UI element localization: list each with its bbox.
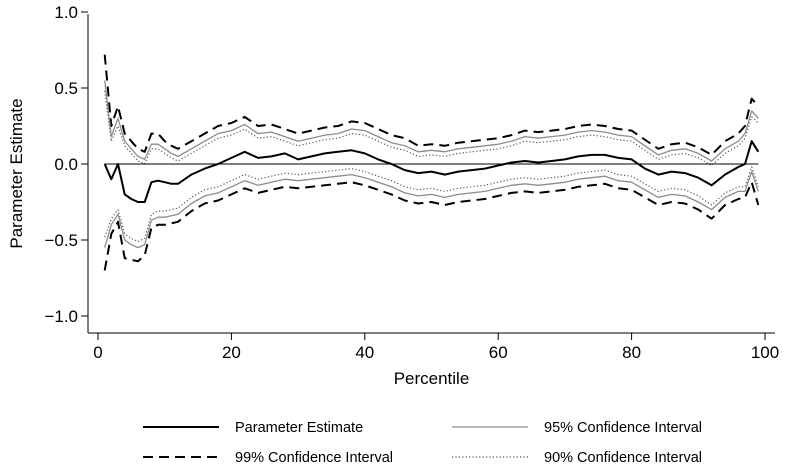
legend-item: 90% Confidence Interval (452, 450, 702, 466)
legend-label: Parameter Estimate (235, 420, 363, 436)
x-ticks: 0 20 40 60 80 100 (93, 333, 779, 362)
legend-item: 95% Confidence Interval (452, 420, 702, 436)
x-tick-label: 40 (355, 343, 374, 362)
legend-item: 99% Confidence Interval (143, 450, 393, 466)
y-axis-title: Parameter Estimate (7, 98, 26, 248)
y-tick-label: −0.5 (44, 231, 78, 250)
x-tick-label: 100 (751, 343, 779, 362)
legend-label: 99% Confidence Interval (235, 450, 393, 466)
x-tick-label: 20 (222, 343, 241, 362)
y-tick-label: 1.0 (54, 3, 78, 22)
series-lower-95-confidence-interval (105, 172, 759, 248)
y-tick-label: 0.5 (54, 79, 78, 98)
series-upper-99-confidence-interval (105, 55, 759, 155)
y-ticks: −1.0 −0.5 0.0 0.5 1.0 (44, 3, 88, 326)
axes: 0 20 40 60 80 100 −1.0 −0.5 0.0 0.5 1.0 (44, 3, 779, 362)
y-tick-label: 0.0 (54, 155, 78, 174)
plot-lines (105, 55, 759, 271)
x-axis-title: Percentile (394, 369, 470, 388)
y-tick-label: −1.0 (44, 307, 78, 326)
x-tick-label: 0 (93, 343, 102, 362)
x-tick-label: 80 (622, 343, 641, 362)
x-tick-label: 60 (489, 343, 508, 362)
series-lower-99-confidence-interval (105, 182, 759, 270)
legend-label: 95% Confidence Interval (544, 420, 702, 436)
legend-item: Parameter Estimate (143, 420, 363, 436)
legend: Parameter Estimate 95% Confidence Interva… (143, 420, 702, 466)
legend-label: 90% Confidence Interval (544, 450, 702, 466)
